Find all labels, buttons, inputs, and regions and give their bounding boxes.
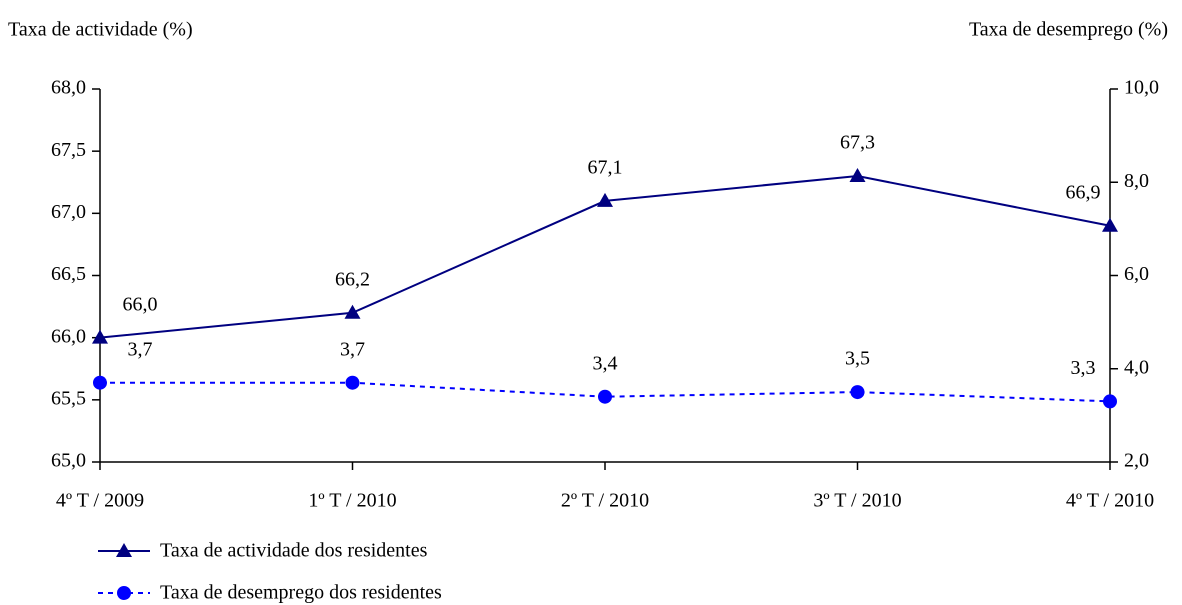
marker xyxy=(1103,394,1117,409)
marker xyxy=(344,304,361,319)
y2-tick-label: 6,0 xyxy=(1124,263,1149,285)
data-label: 67,3 xyxy=(840,132,875,154)
x-tick-label: 3º T / 2010 xyxy=(813,490,901,512)
y-tick-label: 65,0 xyxy=(51,450,86,472)
marker xyxy=(597,192,613,207)
marker xyxy=(345,375,360,390)
legend-label: Taxa de desemprego dos residentes xyxy=(160,582,442,604)
data-label: 3,7 xyxy=(128,338,153,360)
y2-tick-label: 10,0 xyxy=(1124,77,1159,99)
data-label: 3,5 xyxy=(845,348,870,370)
series-line xyxy=(100,381,1111,403)
data-label: 3,7 xyxy=(340,338,365,360)
x-tick-label: 1º T / 2010 xyxy=(308,490,396,512)
marker xyxy=(849,168,866,183)
legend-label: Taxa de actividade dos residentes xyxy=(160,540,428,562)
data-label: 66,2 xyxy=(335,268,370,290)
x-tick-label: 4º T / 2010 xyxy=(1066,490,1154,512)
data-label: 66,9 xyxy=(1066,181,1101,203)
marker xyxy=(850,385,865,400)
y2-tick-label: 2,0 xyxy=(1124,450,1149,472)
data-label: 3,4 xyxy=(593,352,618,374)
marker xyxy=(93,375,107,390)
y-tick-label: 67,0 xyxy=(51,201,86,223)
y-axis-title: Taxa de actividade (%) xyxy=(8,19,193,41)
data-label: 67,1 xyxy=(588,156,623,178)
y-tick-label: 67,5 xyxy=(51,139,86,161)
x-tick-label: 4º T / 2009 xyxy=(56,490,144,512)
y-tick-label: 68,0 xyxy=(51,77,86,99)
y-tick-label: 66,5 xyxy=(51,263,86,285)
x-tick-label: 2º T / 2010 xyxy=(561,490,649,512)
y2-tick-label: 8,0 xyxy=(1124,170,1149,192)
y-tick-label: 65,5 xyxy=(51,387,86,409)
legend-marker xyxy=(117,586,131,600)
data-label: 3,3 xyxy=(1071,357,1096,379)
marker xyxy=(598,389,612,404)
y2-tick-label: 4,0 xyxy=(1124,356,1149,378)
legend-marker xyxy=(116,543,132,557)
marker xyxy=(92,329,108,344)
data-label: 66,0 xyxy=(123,293,158,315)
y2-axis-title: Taxa de desemprego (%) xyxy=(969,19,1168,41)
marker xyxy=(1102,217,1118,232)
y-tick-label: 66,0 xyxy=(51,325,86,347)
